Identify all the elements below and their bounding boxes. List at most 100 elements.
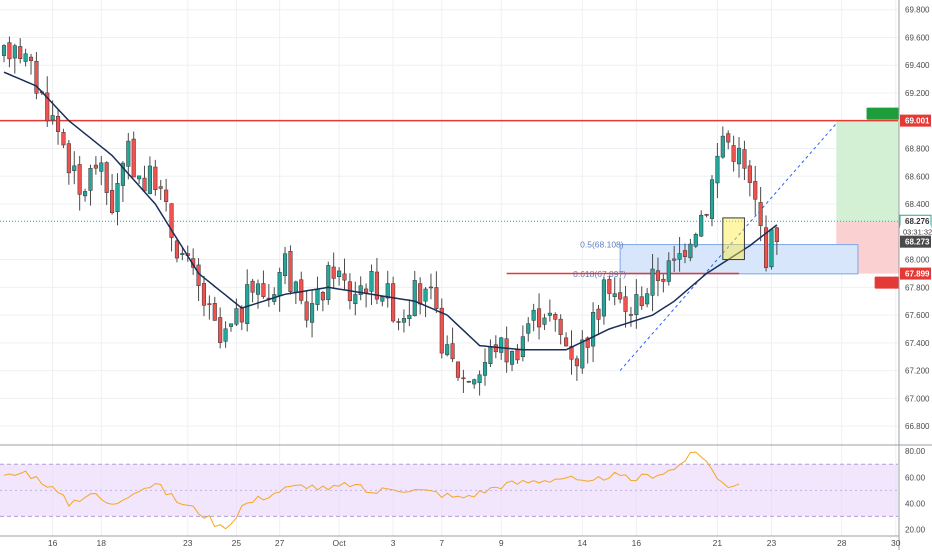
candle-body	[445, 344, 450, 356]
candle-body	[120, 162, 125, 186]
candle-body	[212, 303, 217, 321]
candle-body	[401, 318, 406, 323]
candle-body	[147, 165, 152, 194]
candle-body	[396, 321, 401, 323]
rsi-tick-label: 40.00	[905, 499, 926, 508]
price-label-bg	[900, 225, 931, 238]
highlight-box	[722, 217, 745, 261]
candle-body	[369, 271, 374, 292]
price-tick-label: 68.600	[905, 172, 930, 181]
candle-body	[526, 323, 531, 334]
candle-body	[682, 250, 688, 257]
candle-body	[720, 135, 725, 158]
price-label-bg	[900, 267, 931, 280]
candle-body	[477, 374, 482, 384]
candle-body	[618, 292, 623, 300]
candle-body	[288, 251, 293, 292]
price-tick-label: 68.000	[905, 256, 930, 265]
candle-body	[758, 202, 763, 226]
time-tick-label: 23	[183, 538, 193, 548]
candle-body	[1, 45, 7, 56]
candle-body	[239, 307, 244, 323]
price-label-bg	[900, 235, 931, 248]
candle-body	[169, 203, 174, 238]
candle-body	[601, 279, 606, 317]
candle-body	[493, 344, 498, 353]
candle-body	[180, 253, 185, 255]
candle-body	[126, 140, 131, 167]
candle-body	[358, 285, 363, 295]
candle-body	[50, 115, 55, 121]
candle-body	[726, 133, 731, 143]
time-tick-label: Oct	[332, 538, 346, 548]
candle-body	[666, 260, 671, 282]
moving-average-line	[3, 71, 778, 351]
candle-body	[158, 186, 163, 189]
candle-body	[607, 279, 612, 294]
candle-body	[245, 284, 250, 324]
candle-body	[661, 278, 666, 282]
candle-body	[753, 181, 758, 200]
candle-body	[234, 308, 239, 325]
candle-body	[585, 337, 590, 348]
candle-body	[553, 313, 558, 320]
time-tick-label: 25	[232, 538, 242, 548]
price-label-text: 68.276	[905, 217, 930, 226]
candle-body	[93, 164, 98, 169]
candle-body	[304, 301, 309, 321]
candle-body	[12, 45, 17, 59]
candle-body	[83, 191, 88, 197]
candle-body	[293, 281, 298, 294]
candle-body	[228, 323, 234, 327]
time-tick-label: 23	[767, 538, 777, 548]
candle-body	[412, 280, 417, 317]
candle-body	[434, 287, 439, 309]
candle-body	[736, 147, 742, 165]
candle-body	[769, 229, 774, 268]
candle-body	[174, 240, 179, 259]
candle-body	[747, 165, 752, 183]
candle-body	[672, 258, 677, 261]
candle-body	[23, 53, 28, 62]
candle-body	[531, 309, 536, 321]
candle-body	[164, 189, 169, 202]
candle-body	[385, 283, 390, 299]
candle-body	[596, 308, 601, 320]
candle-body	[207, 303, 212, 305]
price-label: 67.899	[900, 267, 931, 280]
candle-body	[764, 227, 769, 268]
candle-body	[580, 339, 585, 369]
candle-body	[326, 265, 331, 300]
candle-body	[153, 166, 158, 190]
candle-body	[218, 317, 223, 343]
candle-body	[255, 283, 261, 295]
price-label: 03:31:32	[900, 225, 932, 238]
candle-body	[72, 165, 77, 171]
candle-body	[655, 270, 661, 281]
candle-body	[380, 296, 385, 302]
candle-body	[564, 337, 569, 347]
candle-body	[104, 162, 109, 193]
candle-body	[428, 286, 434, 289]
candle-body	[55, 116, 61, 132]
candle-body	[137, 175, 142, 180]
candle-body	[66, 143, 71, 174]
candle-body	[645, 293, 650, 305]
candle-body	[628, 314, 633, 316]
candle-body	[520, 336, 525, 358]
time-tick-label: 18	[97, 538, 107, 548]
price-label: 68.273	[900, 235, 931, 248]
fibonacci-label: 0.5(68.108)	[580, 240, 624, 250]
candle-body	[439, 307, 444, 354]
time-tick-label: 21	[713, 538, 723, 548]
candle-body	[547, 312, 552, 316]
candle-body	[77, 164, 82, 195]
candle-body	[677, 253, 682, 260]
candle-body	[250, 280, 255, 293]
rsi-band	[0, 464, 898, 517]
candle-body	[337, 270, 342, 278]
time-tick-label: 14	[578, 538, 588, 548]
candle-body	[715, 155, 720, 184]
